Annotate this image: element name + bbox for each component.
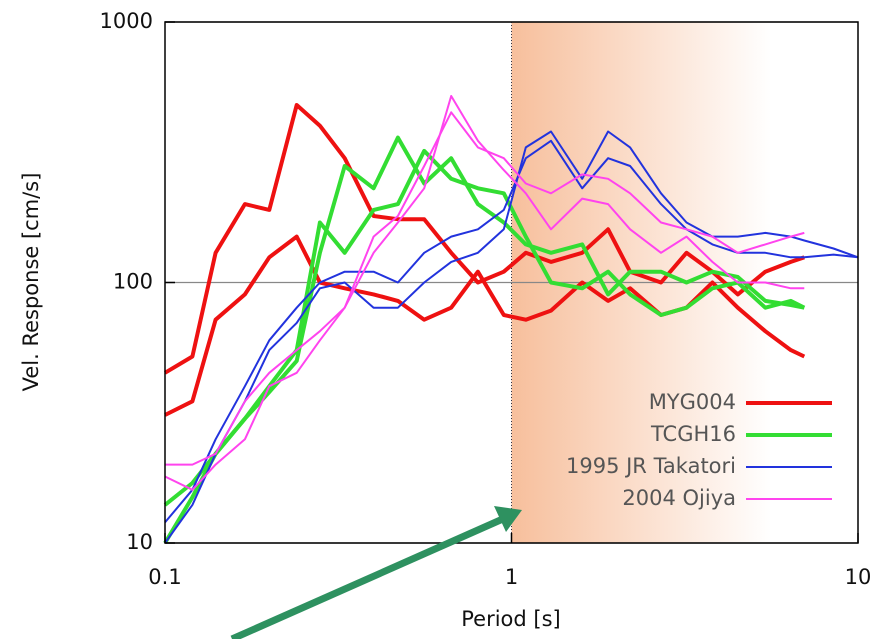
y-tick-label: 10 [126,530,153,554]
arrow [230,506,522,639]
tick-layer: 10 100 1000 0.1 1 10 [100,9,872,589]
legend-label: 1995 JR Takatori [566,454,736,478]
x-tick-label: 10 [845,565,872,589]
legend-label: 2004 Ojiya [622,486,736,510]
x-tick-label: 0.1 [148,565,181,589]
legend: MYG004 TCGH16 1995 JR Takatori 2004 Ojiya [566,390,832,510]
x-tick-label: 1 [505,565,518,589]
y-axis-title: Vel. Response [cm/s] [19,173,43,392]
x-axis-title: Period [s] [461,607,560,631]
legend-label: TCGH16 [650,422,736,446]
arrow-head [494,506,522,532]
series-line [165,111,805,466]
series-line [164,130,859,544]
series-line [163,103,805,375]
series-line [163,148,806,545]
series-line [163,135,805,507]
line-layer [163,95,859,545]
arrow-shaft [230,514,507,639]
series-line [164,234,806,417]
series-line [164,139,859,524]
y-tick-label: 100 [113,270,153,294]
series-line [164,95,805,491]
legend-label: MYG004 [649,390,736,414]
y-tick-label: 1000 [100,9,153,33]
